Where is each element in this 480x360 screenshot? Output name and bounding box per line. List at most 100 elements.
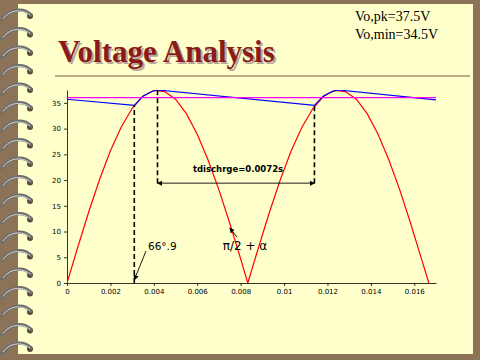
tick: 0.006: [188, 283, 209, 296]
binding-ring: [2, 343, 31, 353]
tick-label: 25: [52, 151, 61, 159]
tick-mark: [414, 283, 415, 286]
tick-label: 5: [57, 254, 61, 262]
binding-ring-highlight: [3, 29, 30, 37]
tick: 0.004: [144, 283, 165, 296]
title: Voltage Analysis: [58, 34, 275, 69]
tick-label: 0.012: [318, 288, 338, 296]
binding-ring: [2, 306, 31, 316]
annotation-arrow: [230, 228, 237, 237]
slide: Voltage AnalysisVoltage AnalysisVo,pk=37…: [0, 0, 480, 360]
tick-label: 0.016: [405, 288, 426, 296]
binding-ring: [2, 251, 31, 261]
binding-ring-highlight: [3, 159, 30, 167]
binding-ring: [2, 121, 31, 131]
annotation: tdischrge=0.0072s: [193, 164, 283, 174]
tick-mark: [64, 283, 67, 284]
frame: [0, 0, 480, 360]
page: [18, 4, 473, 354]
tick: 0: [57, 280, 67, 288]
annotation-arrow: [134, 251, 146, 280]
series-line: [67, 91, 429, 283]
binding: [2, 10, 33, 353]
tick: 0.014: [361, 283, 382, 296]
tick: 30: [52, 125, 67, 133]
y-axis: 0 5 10 15 20 25 30 35: [52, 91, 67, 288]
plot-area: [67, 90, 436, 283]
binding-ring: [2, 269, 31, 279]
subtitle: Vo,min=34.5V: [355, 27, 438, 42]
binding-ring: [2, 84, 31, 94]
tick-mark: [64, 129, 67, 130]
binding-ring: [2, 29, 31, 39]
tick-label: 0: [65, 288, 69, 296]
tick: 0: [65, 283, 69, 296]
axis-line: [68, 283, 437, 284]
binding-ring-highlight: [3, 66, 30, 74]
tick-mark: [64, 180, 67, 181]
tick-label: 0.01: [277, 288, 293, 296]
tick-mark: [64, 154, 67, 155]
binding-ring-highlight: [3, 344, 30, 352]
tick: 0.012: [318, 283, 338, 296]
subtitle: Vo,pk=37.5V: [355, 9, 430, 24]
binding-ring-highlight: [3, 270, 30, 278]
tick-mark: [64, 257, 67, 258]
tick: 5: [57, 254, 67, 262]
tick-label: 35: [52, 100, 61, 108]
binding-ring: [2, 66, 31, 76]
tick: 0.016: [405, 283, 426, 296]
binding-ring-highlight: [3, 103, 30, 111]
reference-line: [133, 105, 135, 283]
binding-ring-highlight: [3, 307, 30, 315]
annotations: 66°.9tdischrge=0.0072sπ/2 + α: [134, 164, 314, 280]
binding-ring-highlight: [3, 48, 30, 56]
tick-mark: [154, 283, 155, 286]
axis-line: [67, 91, 68, 284]
tick: 15: [52, 203, 67, 211]
series-line: [67, 90, 436, 105]
binding-ring-highlight: [3, 196, 30, 204]
tick-mark: [64, 232, 67, 233]
reference-line: [157, 90, 159, 183]
span-arrow: [158, 183, 315, 184]
tick-label: 15: [52, 203, 61, 211]
binding-ring: [2, 140, 31, 150]
tick: 25: [52, 151, 67, 159]
tick-mark: [64, 206, 67, 207]
tick-label: 0.004: [144, 288, 165, 296]
binding-ring: [2, 214, 31, 224]
tick-label: 20: [52, 177, 61, 185]
tick-label: 0.002: [101, 288, 121, 296]
tick-mark: [327, 283, 328, 286]
binding-ring: [2, 232, 31, 242]
tick: 20: [52, 177, 67, 185]
binding-ring-highlight: [3, 251, 30, 259]
series-line: [67, 97, 436, 98]
binding-ring: [2, 158, 31, 168]
title-rule: [55, 75, 470, 76]
reference-line: [314, 105, 316, 183]
binding-ring-highlight: [3, 177, 30, 185]
binding-ring: [2, 195, 31, 205]
annotation: 66°.9: [148, 240, 177, 252]
binding-ring: [2, 47, 31, 57]
tick-label: 0.008: [231, 288, 251, 296]
tick: 0.01: [277, 283, 293, 296]
tick-mark: [64, 103, 67, 104]
binding-ring-highlight: [3, 85, 30, 93]
tick: 10: [52, 228, 67, 236]
tick-mark: [284, 283, 285, 286]
tick-mark: [110, 283, 111, 286]
tick-label: 30: [52, 125, 61, 133]
binding-ring: [2, 10, 31, 20]
binding-ring-highlight: [3, 122, 30, 130]
tick-label: 0.014: [361, 288, 382, 296]
binding-ring-highlight: [3, 11, 30, 19]
tick-label: 10: [52, 228, 61, 236]
tick: 35: [52, 100, 67, 108]
tick-label: 0: [57, 280, 61, 288]
binding-ring-highlight: [3, 233, 30, 241]
binding-ring-highlight: [3, 325, 30, 333]
tick: 0.002: [101, 283, 121, 296]
